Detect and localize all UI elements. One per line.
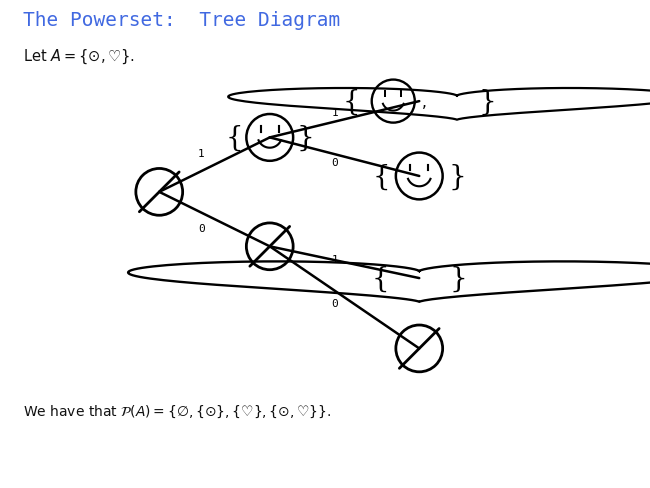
Text: June 21, 2020    6 / 17: June 21, 2020 6 / 17 <box>537 466 637 475</box>
Text: Instructor: Dania Morales AI: Sharon Yang (S: Instructor: Dania Morales AI: Sharon Yan… <box>13 466 213 475</box>
Text: 0: 0 <box>198 224 205 234</box>
Text: {: { <box>372 163 391 190</box>
Text: 0: 0 <box>332 158 338 168</box>
Text: Let $A = \{\odot, \heartsuit\}$.: Let $A = \{\odot, \heartsuit\}$. <box>23 47 135 66</box>
Text: }: } <box>448 163 466 190</box>
Text: 0: 0 <box>332 299 338 308</box>
Text: {: { <box>342 88 360 115</box>
Text: {: { <box>371 265 389 292</box>
Text: 1: 1 <box>198 149 205 159</box>
Text: Counting to Infinity +1: Counting to Infinity +1 <box>273 466 377 475</box>
Text: ,: , <box>422 94 427 109</box>
Text: {: { <box>225 124 243 152</box>
Text: 1: 1 <box>332 108 338 118</box>
Text: }: } <box>478 88 497 115</box>
Text: 1: 1 <box>332 254 338 264</box>
Text: }: } <box>449 265 467 292</box>
Text: The Powerset:  Tree Diagram: The Powerset: Tree Diagram <box>23 11 340 30</box>
Text: We have that $\mathcal{P}(A) = \{\emptyset, \{\odot\}, \{\heartsuit\}, \{\odot, : We have that $\mathcal{P}(A) = \{\emptys… <box>23 403 332 419</box>
Text: }: } <box>296 124 315 152</box>
